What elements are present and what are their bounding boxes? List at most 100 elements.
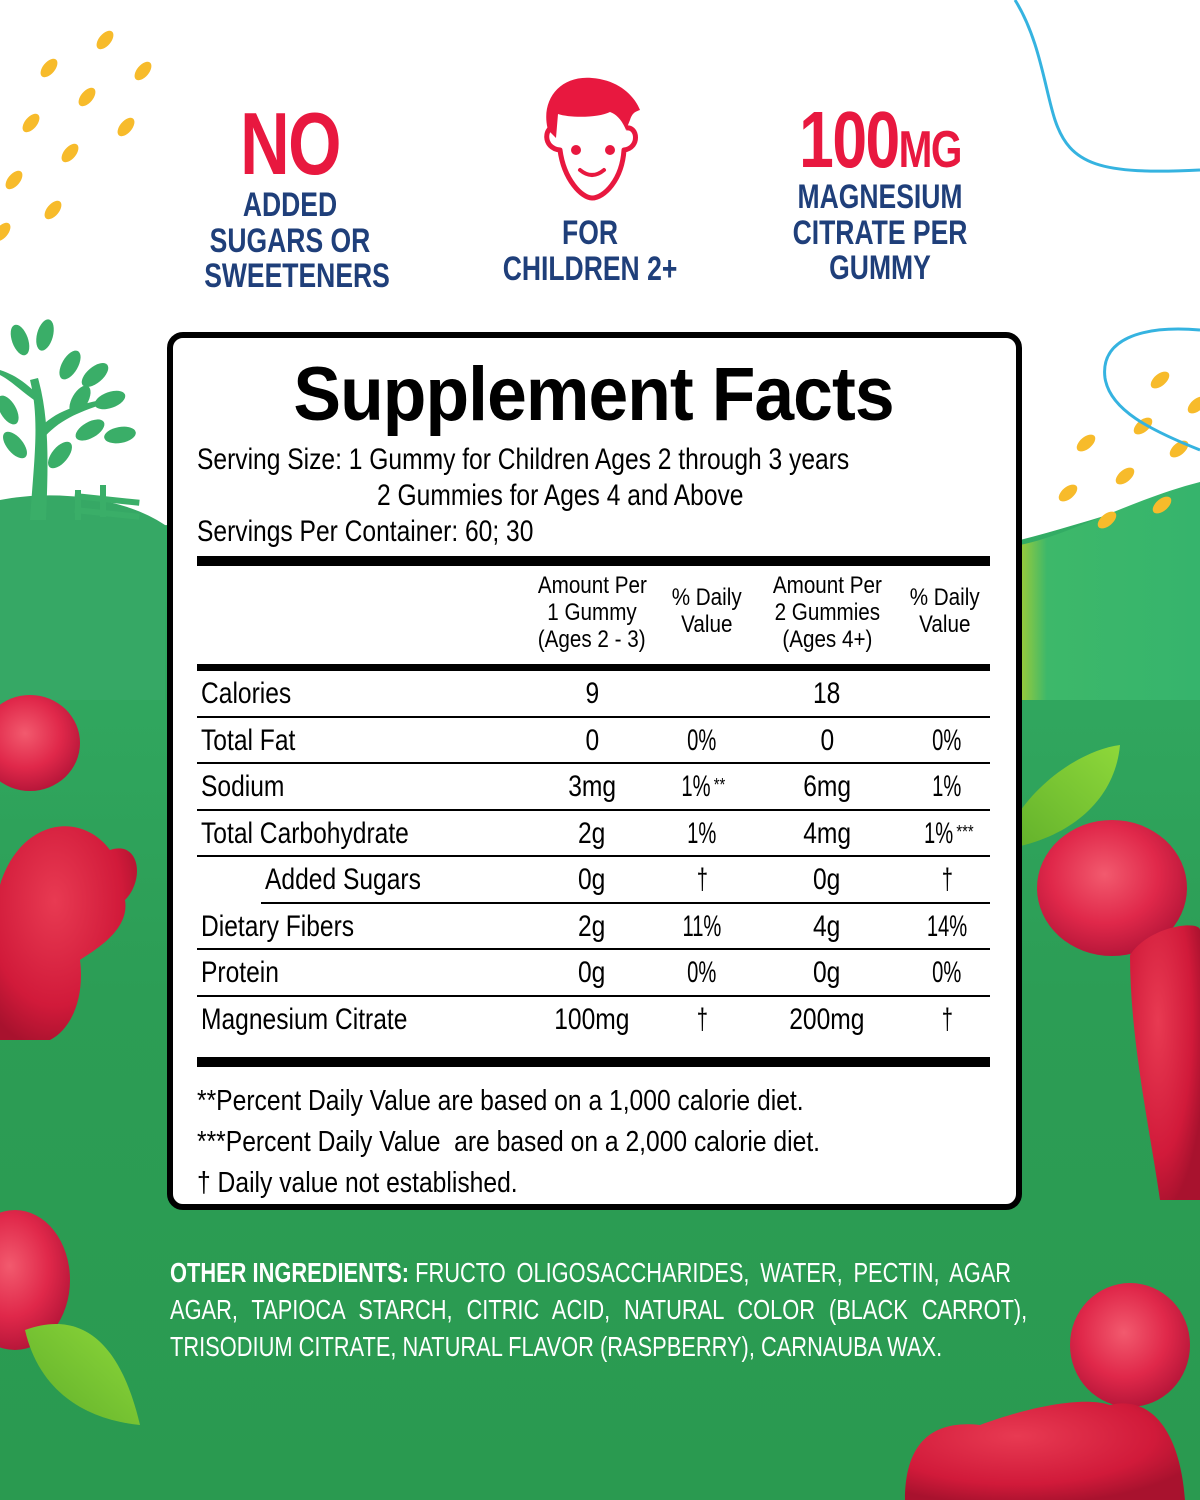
- callout-line: SWEETENERS: [204, 257, 390, 296]
- amount-2: 18: [813, 677, 841, 710]
- amount-1: 0: [585, 723, 599, 757]
- callout-magnesium-amount: 100MG MAGNESIUM CITRATE PER GUMMY: [760, 100, 1000, 287]
- callout-line: FOR: [562, 214, 618, 252]
- mint-leaf: [25, 1324, 140, 1425]
- daily-value-2: 1% ***: [923, 816, 974, 850]
- table-row: Calories 9 18: [197, 671, 990, 718]
- table-row: Protein 0g 0% 0g 0%: [197, 950, 990, 997]
- gummy-bear: [0, 826, 137, 1040]
- amount-1: 100mg: [554, 1002, 630, 1036]
- child-face-icon: [544, 77, 640, 201]
- nutrient-name: Protein: [201, 956, 279, 989]
- amount-1: 3mg: [568, 770, 616, 803]
- nutrient-name: Magnesium Citrate: [201, 1002, 408, 1036]
- serving-size-line: 2 Gummies for Ages 4 and Above: [377, 479, 744, 512]
- callout-line: ADDED: [242, 186, 338, 224]
- callout-line: GUMMY: [829, 249, 931, 288]
- header-amount-1-gummy: Amount Per 1 Gummy (Ages 2 - 3): [537, 572, 647, 653]
- callout-no-added-sugars: NO ADDED SUGARS OR SWEETENERS: [180, 100, 400, 295]
- amount-1: 0g: [578, 863, 606, 896]
- daily-value-2: 1%: [932, 770, 962, 803]
- nutrient-name: Sodium: [201, 770, 285, 803]
- daily-value-1: †: [696, 1002, 708, 1036]
- callout-unit: MG: [898, 121, 963, 179]
- ingredients-label: OTHER INGREDIENTS:: [170, 1257, 410, 1288]
- divider-medium: [197, 664, 990, 671]
- facts-title: Supplement Facts: [293, 352, 894, 437]
- footnote: † Daily value not established.: [197, 1166, 518, 1199]
- callout-for-children: FOR CHILDREN 2+: [470, 70, 710, 287]
- nutrient-table: Calories 9 18 Total Fat 0 0% 0 0% Sodium…: [197, 671, 990, 1043]
- nutrient-name: Calories: [201, 677, 292, 710]
- callout-line: MAGNESIUM: [797, 178, 963, 216]
- table-row: Magnesium Citrate 100mg † 200mg †: [197, 997, 990, 1043]
- callout-line: SUGARS OR: [209, 221, 371, 260]
- divider-thick: [197, 1056, 990, 1067]
- nutrient-name: Total Carbohydrate: [201, 816, 409, 850]
- callout-big-text: 100MG: [786, 100, 973, 180]
- ingredients-line: OTHER INGREDIENTS: FRUCTO OLIGOSACCHARID…: [170, 1257, 1012, 1288]
- yellow-dots-top-left: [0, 30, 152, 242]
- blue-wavy-line-top-right: [1013, 0, 1200, 173]
- supplement-facts-panel: Supplement Facts Serving Size: 1 Gummy f…: [167, 332, 1022, 1210]
- mint-leaf: [1000, 745, 1120, 850]
- serving-size-line: Serving Size: 1 Gummy for Children Ages …: [197, 443, 850, 476]
- daily-value-1: †: [696, 863, 708, 896]
- daily-value-2: †: [941, 863, 953, 896]
- amount-2: 0g: [813, 956, 841, 989]
- amount-1: 2g: [578, 909, 606, 943]
- ingredients-line: TRISODIUM CITRATE, NATURAL FLAVOR (RASPB…: [170, 1331, 943, 1362]
- callout-big-text: NO: [240, 94, 341, 193]
- gummy-bear: [1130, 925, 1200, 1200]
- amount-2: 4mg: [803, 816, 851, 850]
- raspberry: [0, 1210, 70, 1350]
- daily-value-2: [887, 675, 1007, 713]
- daily-value-1: [647, 675, 757, 713]
- nutrient-name: Total Fat: [201, 723, 296, 757]
- daily-value-1: 1%: [687, 816, 717, 850]
- tree-and-fence-left: [0, 319, 140, 520]
- amount-2: 0: [820, 723, 834, 757]
- amount-2: 4g: [813, 909, 841, 943]
- nutrient-name: Added Sugars: [265, 863, 421, 896]
- servings-per-container: Servings Per Container: 60; 30: [197, 515, 534, 548]
- daily-value-2: 0%: [932, 723, 962, 757]
- footnotes: **Percent Daily Value are based on a 1,0…: [197, 1081, 990, 1204]
- header-daily-value-2: % Daily Value: [910, 584, 980, 638]
- footnote: **Percent Daily Value are based on a 1,0…: [197, 1084, 804, 1117]
- table-header: Amount Per 1 Gummy (Ages 2 - 3) % Daily …: [197, 566, 990, 664]
- daily-value-1: 1% **: [681, 770, 726, 803]
- daily-value-2: 14%: [926, 909, 968, 943]
- header-daily-value-1: % Daily Value: [672, 584, 742, 638]
- footnote: ***Percent Daily Value are based on a 2,…: [197, 1125, 821, 1158]
- daily-value-1: 0%: [687, 723, 717, 757]
- raspberry: [1037, 820, 1187, 956]
- callout-line: CITRATE PER: [792, 213, 968, 252]
- amount-1: 9: [585, 677, 599, 710]
- daily-value-2: 0%: [932, 956, 962, 989]
- amount-2: 0g: [813, 863, 841, 896]
- table-row: Sodium 3mg 1% ** 6mg 1%: [197, 764, 990, 811]
- daily-value-2: †: [941, 1002, 953, 1036]
- daily-value-1: 0%: [687, 956, 717, 989]
- nutrient-name: Dietary Fibers: [201, 909, 355, 943]
- gummy-bear: [905, 1401, 1185, 1500]
- callout-sub-text: MAGNESIUM CITRATE PER GUMMY: [786, 178, 973, 288]
- raspberry: [1070, 1283, 1190, 1407]
- table-row: Added Sugars 0g † 0g †: [261, 857, 990, 904]
- header-amount-2-gummies: Amount Per 2 Gummies (Ages 4+): [772, 572, 882, 653]
- amount-2: 200mg: [789, 1002, 865, 1036]
- table-row: Dietary Fibers 2g 11% 4g 14%: [197, 904, 990, 950]
- amount-1: 0g: [578, 956, 606, 989]
- table-row: Total Carbohydrate 2g 1% 4mg 1% ***: [197, 811, 990, 857]
- raspberry: [0, 695, 80, 791]
- amount-1: 2g: [578, 816, 606, 850]
- callout-sub-text: FOR CHILDREN 2+: [496, 214, 683, 288]
- table-row: Total Fat 0 0% 0 0%: [197, 718, 990, 764]
- other-ingredients: OTHER INGREDIENTS: FRUCTO OLIGOSACCHARID…: [170, 1254, 1027, 1365]
- divider-thick: [197, 556, 990, 566]
- callout-line: CHILDREN 2+: [502, 249, 678, 288]
- daily-value-1: 11%: [682, 909, 722, 943]
- amount-2: 6mg: [803, 770, 851, 803]
- callout-amount: 100: [799, 95, 900, 184]
